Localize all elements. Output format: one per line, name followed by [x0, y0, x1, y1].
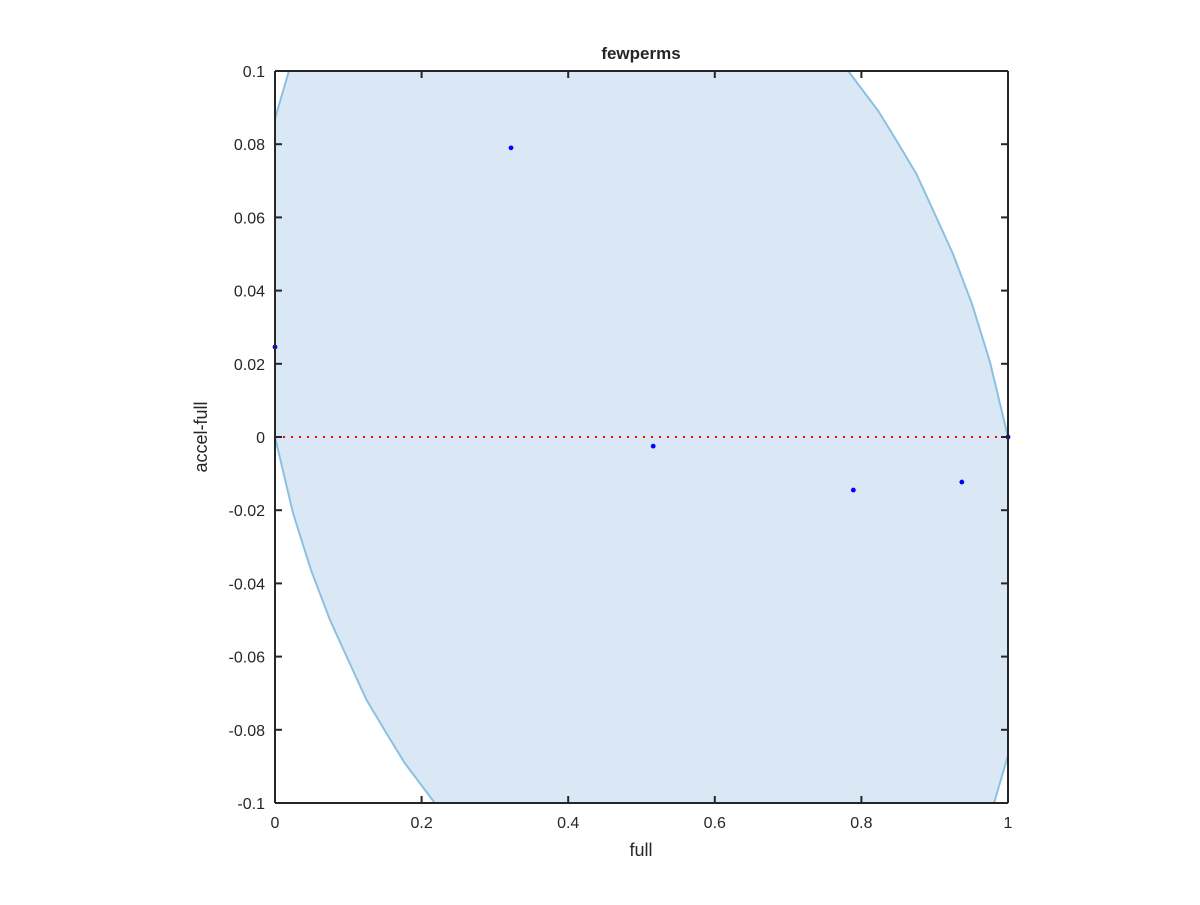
y-tick-label: 0.1 [243, 64, 265, 81]
y-ticks: -0.1 -0.08 -0.06 -0.04 -0.02 0 0.02 0.04 0.06 0.0… [229, 64, 1008, 813]
y-tick-label: 0.04 [234, 284, 265, 301]
band-edge-upper-right [847, 70, 1009, 438]
band-edge-upper-left [274, 70, 290, 119]
x-tick-label: 0.8 [850, 815, 872, 832]
y-tick-label: 0.08 [234, 137, 265, 154]
y-tick-label: 0.02 [234, 357, 265, 374]
x-axis-label: full [629, 840, 652, 860]
x-ticks: 0 0.2 0.4 0.6 0.8 1 [271, 71, 1013, 832]
y-tick-label: -0.02 [229, 503, 266, 520]
y-tick-label: -0.1 [237, 796, 265, 813]
y-tick-label: 0.06 [234, 210, 265, 227]
y-tick-label: -0.08 [229, 723, 266, 740]
x-tick-label: 1 [1004, 815, 1013, 832]
y-tick-label: -0.04 [229, 576, 266, 593]
x-tick-label: 0 [271, 815, 280, 832]
confidence-band [274, 70, 1009, 804]
y-tick-label: 0 [256, 430, 265, 447]
data-point [650, 443, 656, 449]
x-tick-label: 0.4 [557, 815, 579, 832]
y-axis-label: accel-full [191, 401, 211, 472]
chart-title: fewperms [601, 44, 680, 63]
x-tick-label: 0.6 [704, 815, 726, 832]
band-edge-lower-left [274, 436, 436, 804]
y-tick-label: -0.06 [229, 650, 266, 667]
x-tick-label: 0.2 [410, 815, 432, 832]
band-edge-lower-right [993, 755, 1009, 804]
band-fill [275, 71, 1008, 803]
data-point [850, 487, 856, 493]
data-point [959, 479, 965, 485]
data-point [508, 145, 514, 151]
